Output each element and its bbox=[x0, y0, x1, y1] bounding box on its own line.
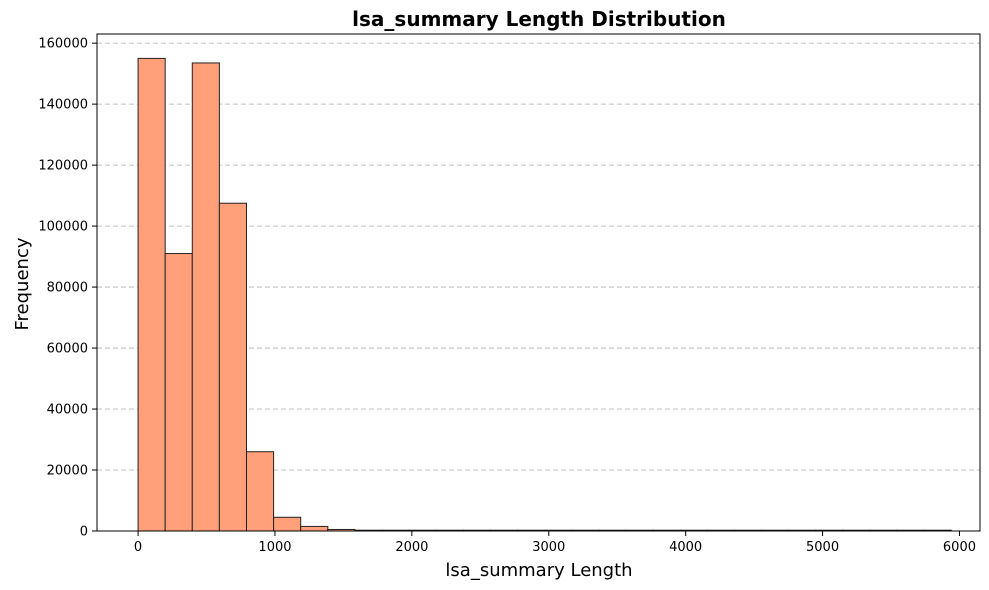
y-tick-label: 160000 bbox=[38, 37, 88, 52]
y-tick-label: 140000 bbox=[38, 98, 88, 113]
histogram-bar bbox=[245, 451, 275, 532]
x-tick-label: 0 bbox=[134, 540, 142, 555]
histogram-bar bbox=[191, 62, 220, 532]
x-tick-label: 1000 bbox=[258, 540, 291, 555]
histogram-bar bbox=[164, 253, 193, 532]
bars bbox=[137, 57, 952, 532]
histogram-bar bbox=[300, 525, 329, 532]
histogram-bar bbox=[273, 516, 302, 532]
y-tick-label: 40000 bbox=[47, 403, 88, 418]
x-tick-label: 3000 bbox=[532, 540, 565, 555]
y-tick-label: 60000 bbox=[47, 342, 88, 357]
y-tick-label: 80000 bbox=[47, 281, 88, 296]
histogram-bar bbox=[218, 202, 247, 532]
y-axis-label: Frequency bbox=[12, 237, 33, 330]
y-tick-label: 0 bbox=[80, 525, 88, 540]
y-tick-label: 20000 bbox=[47, 464, 88, 479]
y-tick-label: 120000 bbox=[38, 159, 88, 174]
x-tick-label: 2000 bbox=[395, 540, 428, 555]
plot-frame bbox=[96, 33, 981, 532]
x-ticks: 0 1000 2000 3000 4000 5000 6000 bbox=[134, 531, 976, 555]
x-axis-label: lsa_summary Length bbox=[445, 560, 632, 581]
histogram-bar bbox=[137, 57, 166, 532]
x-tick-label: 6000 bbox=[943, 540, 976, 555]
x-tick-label: 5000 bbox=[806, 540, 839, 555]
chart-title: lsa_summary Length Distribution bbox=[352, 7, 726, 31]
y-tick-label: 100000 bbox=[38, 220, 88, 235]
x-tick-label: 4000 bbox=[669, 540, 702, 555]
y-ticks: 0 20000 40000 60000 80000 100000 120000 140000 1… bbox=[38, 37, 97, 540]
